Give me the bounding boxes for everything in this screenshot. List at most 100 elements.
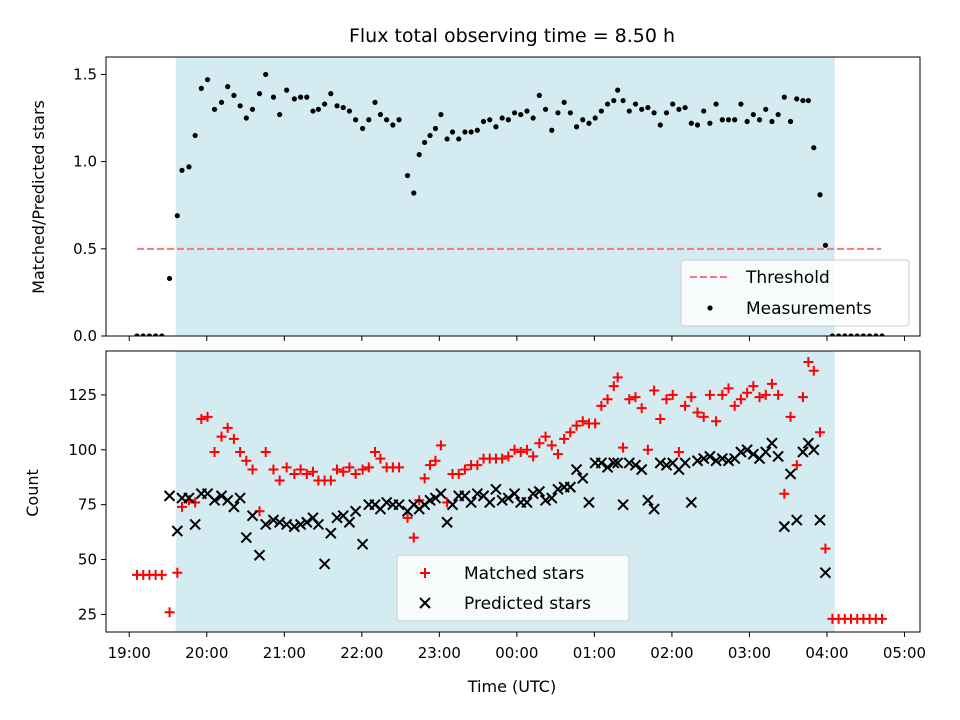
top-point-0-25	[297, 94, 304, 100]
top-point-0-33	[346, 108, 353, 114]
top-point-0-58	[499, 115, 505, 121]
top-point-0-98	[744, 118, 750, 125]
bottom-point-1-61	[546, 492, 558, 504]
bottom-point-0-24	[289, 468, 300, 479]
bottom-point-0-104	[779, 488, 790, 499]
top-point-0-73	[592, 115, 598, 121]
top-point-0-0	[134, 333, 140, 336]
top-point-0-10	[198, 85, 204, 91]
top-point-0-105	[787, 118, 794, 125]
bottom-point-1-59	[533, 485, 546, 498]
bottom-point-0-48	[435, 440, 446, 451]
bottom-point-1-15	[259, 518, 272, 531]
bottom-series-1	[163, 437, 832, 579]
top-point-0-7	[179, 167, 185, 173]
bottom-point-1-12	[240, 531, 253, 544]
x-tick-label-2: 21:00	[263, 644, 306, 662]
bottom-point-1-78	[648, 503, 660, 515]
bottom-point-0-33	[344, 462, 355, 473]
bottom-point-0-38	[375, 453, 386, 464]
bottom-point-1-97	[766, 437, 778, 449]
bottom-point-0-60	[509, 444, 520, 455]
bottom-point-0-16	[235, 446, 246, 457]
legend-threshold-label: Threshold	[745, 268, 830, 288]
bottom-point-0-81	[636, 403, 647, 414]
top-point-0-102	[769, 118, 775, 125]
bottom-point-0-31	[332, 464, 343, 475]
bottom-point-0-54	[472, 460, 483, 471]
top-point-0-23	[284, 87, 290, 93]
top-point-0-54	[474, 127, 480, 133]
top-point-0-74	[598, 108, 604, 114]
bottom-point-0-25	[295, 464, 306, 475]
top-point-0-59	[505, 117, 511, 123]
top-axes-frame	[105, 56, 921, 337]
top-point-0-43	[411, 190, 417, 196]
top-point-0-56	[487, 117, 493, 123]
bottom-y-axis-label: Count	[23, 469, 42, 517]
top-point-0-79	[626, 108, 632, 114]
top-point-0-12	[211, 106, 218, 112]
top-point-0-77	[615, 87, 621, 93]
top-point-0-100	[756, 117, 763, 123]
chart-title: Flux total observing time = 8.50 h	[349, 25, 675, 47]
top-point-0-39	[384, 117, 390, 123]
bottom-point-1-0	[163, 490, 176, 502]
bottom-point-1-23	[312, 518, 325, 531]
bottom-point-0-17	[241, 455, 252, 466]
bottom-point-1-98	[772, 450, 784, 463]
top-point-0-69	[567, 110, 573, 116]
bottom-point-1-52	[490, 483, 502, 496]
bottom-point-0-14	[222, 422, 233, 433]
top-point-0-72	[586, 120, 592, 126]
x-tick-label-5: 00:00	[495, 644, 538, 662]
bottom-point-1-44	[441, 516, 453, 528]
bottom-point-0-67	[552, 449, 563, 460]
bottom-point-1-100	[784, 468, 797, 480]
bottom-point-1-4	[189, 518, 201, 531]
top-point-0-49	[444, 136, 450, 142]
bottom-point-1-106	[819, 567, 832, 579]
bottom-point-0-88	[680, 400, 691, 411]
top-point-0-47	[432, 125, 439, 132]
top-point-0-61	[518, 111, 524, 118]
bottom-point-0-89	[686, 392, 697, 403]
bottom-y-tick-label-2: 75	[78, 496, 97, 514]
top-point-0-57	[493, 124, 499, 130]
top-point-0-95	[725, 117, 732, 123]
top-point-0-62	[524, 108, 530, 114]
top-point-0-60	[511, 110, 518, 116]
x-tick-label-4: 23:00	[418, 644, 461, 662]
bottom-point-1-60	[539, 494, 552, 506]
top-point-0-38	[377, 111, 384, 118]
bottom-point-1-30	[356, 538, 369, 550]
x-tick-label-0: 19:00	[108, 644, 151, 662]
bottom-point-0-120	[877, 613, 888, 624]
top-point-0-2	[146, 333, 153, 336]
bottom-point-0-75	[602, 394, 613, 405]
bottom-point-0-21	[268, 464, 279, 475]
bottom-y-tick-label-0: 25	[78, 605, 97, 623]
bottom-point-0-87	[673, 446, 684, 457]
bottom-point-0-84	[655, 414, 666, 425]
bottom-point-1-71	[608, 457, 620, 469]
bottom-point-1-79	[654, 457, 667, 469]
top-point-0-36	[366, 117, 372, 123]
bottom-point-0-101	[760, 389, 771, 400]
top-point-0-117	[860, 333, 867, 336]
top-point-0-34	[353, 117, 359, 123]
bottom-point-1-45	[446, 498, 459, 511]
bottom-point-1-96	[760, 446, 772, 458]
top-point-0-93	[713, 101, 719, 107]
top-point-0-28	[315, 106, 322, 112]
top-point-0-113	[836, 333, 842, 336]
top-point-0-17	[243, 115, 249, 121]
bottom-point-0-66	[546, 440, 557, 451]
bottom-point-0-73	[590, 418, 601, 429]
bottom-point-0-41	[394, 462, 405, 473]
top-point-0-26	[304, 94, 310, 100]
top-point-0-85	[663, 110, 670, 116]
bottom-series-0	[132, 356, 888, 624]
bottom-point-1-62	[552, 483, 564, 496]
bottom-point-0-77	[612, 372, 623, 383]
